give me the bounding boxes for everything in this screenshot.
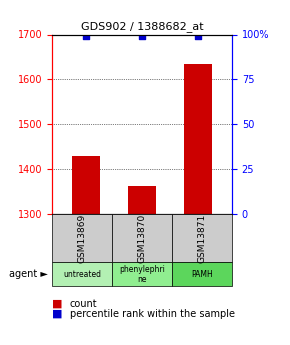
Text: count: count [70, 299, 97, 308]
Bar [184, 63, 212, 214]
Text: ■: ■ [52, 309, 63, 319]
Point [196, 33, 201, 39]
Text: GSM13871: GSM13871 [197, 214, 206, 263]
Text: GSM13869: GSM13869 [78, 214, 87, 263]
Point [84, 33, 88, 39]
Text: PAMH: PAMH [191, 270, 213, 279]
Text: agent ►: agent ► [9, 269, 48, 279]
Text: ■: ■ [52, 299, 63, 308]
Text: GSM13870: GSM13870 [137, 214, 147, 263]
Bar [72, 156, 100, 214]
Text: phenylephri
ne: phenylephri ne [119, 265, 165, 284]
Text: untreated: untreated [63, 270, 101, 279]
Title: GDS902 / 1388682_at: GDS902 / 1388682_at [81, 21, 203, 32]
Point [140, 33, 144, 39]
Bar [128, 186, 156, 214]
Text: percentile rank within the sample: percentile rank within the sample [70, 309, 235, 319]
